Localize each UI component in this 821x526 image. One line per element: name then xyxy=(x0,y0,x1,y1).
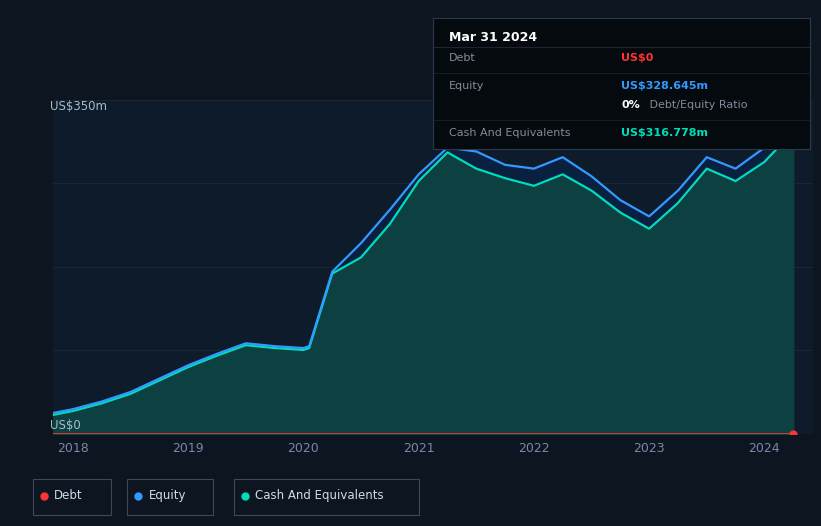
Text: US$316.778m: US$316.778m xyxy=(621,128,709,138)
Text: Mar 31 2024: Mar 31 2024 xyxy=(448,32,537,45)
Text: Debt: Debt xyxy=(448,53,475,63)
Text: US$0: US$0 xyxy=(49,419,80,432)
Text: Equity: Equity xyxy=(448,81,484,91)
Text: Cash And Equivalents: Cash And Equivalents xyxy=(255,489,384,502)
Text: US$328.645m: US$328.645m xyxy=(621,81,709,91)
Text: Cash And Equivalents: Cash And Equivalents xyxy=(448,128,570,138)
Text: US$350m: US$350m xyxy=(49,100,107,113)
Text: 0%: 0% xyxy=(621,99,640,109)
Text: Debt: Debt xyxy=(54,489,83,502)
Text: Debt/Equity Ratio: Debt/Equity Ratio xyxy=(646,99,747,109)
Text: Equity: Equity xyxy=(149,489,186,502)
Text: US$0: US$0 xyxy=(621,53,654,63)
